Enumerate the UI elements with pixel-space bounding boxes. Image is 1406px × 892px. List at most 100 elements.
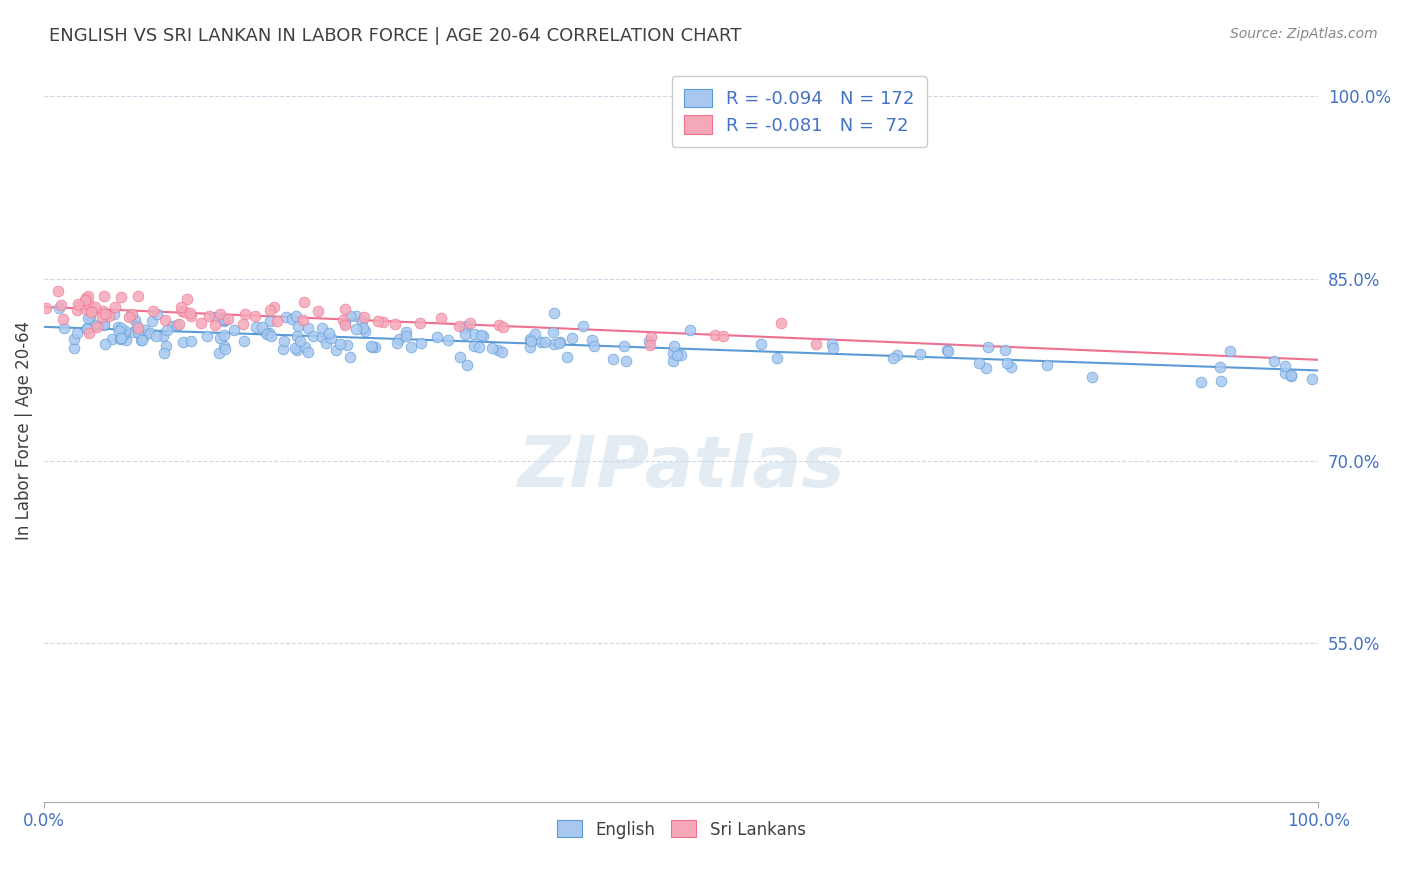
Point — [1279, 368, 1302, 383]
Point — [208, 307, 231, 321]
Point — [214, 343, 236, 357]
Point — [114, 324, 136, 338]
Point — [339, 350, 361, 364]
Point — [969, 356, 991, 370]
Point — [364, 340, 387, 354]
Point — [395, 329, 418, 343]
Point — [214, 328, 236, 343]
Point — [110, 321, 132, 335]
Point — [76, 322, 98, 336]
Point — [311, 321, 333, 335]
Point — [456, 358, 478, 372]
Point — [84, 318, 107, 332]
Point — [373, 315, 395, 329]
Point — [360, 339, 382, 353]
Point — [1036, 358, 1059, 372]
Point — [127, 321, 149, 335]
Point — [167, 318, 190, 332]
Point — [66, 302, 89, 317]
Point — [543, 306, 565, 320]
Point — [547, 335, 569, 350]
Point — [48, 301, 70, 315]
Point — [821, 337, 844, 351]
Point — [488, 318, 510, 333]
Point — [458, 316, 481, 330]
Point — [180, 309, 202, 323]
Point — [127, 325, 149, 339]
Point — [245, 320, 267, 334]
Point — [254, 326, 277, 340]
Point — [492, 320, 515, 334]
Point — [172, 304, 194, 318]
Point — [463, 326, 485, 341]
Point — [179, 306, 201, 320]
Point — [69, 299, 91, 313]
Point — [110, 290, 132, 304]
Point — [233, 307, 256, 321]
Point — [108, 324, 131, 338]
Point — [399, 340, 422, 354]
Point — [411, 336, 433, 351]
Point — [543, 337, 565, 351]
Point — [172, 335, 194, 350]
Point — [93, 304, 115, 318]
Point — [285, 309, 308, 323]
Point — [711, 329, 734, 343]
Point — [339, 310, 361, 324]
Point — [76, 320, 98, 334]
Point — [449, 351, 471, 365]
Point — [129, 334, 152, 348]
Point — [77, 289, 100, 303]
Point — [662, 339, 685, 353]
Point — [395, 326, 418, 340]
Point — [336, 338, 359, 352]
Point — [146, 307, 169, 321]
Point — [82, 304, 104, 318]
Point — [288, 334, 311, 348]
Point — [294, 340, 316, 354]
Point — [1189, 375, 1212, 389]
Point — [131, 333, 153, 347]
Point — [166, 318, 188, 332]
Point — [125, 319, 148, 334]
Point — [212, 312, 235, 326]
Point — [132, 330, 155, 344]
Point — [333, 302, 356, 317]
Point — [886, 348, 908, 362]
Point — [669, 348, 692, 362]
Point — [1209, 359, 1232, 374]
Point — [292, 295, 315, 310]
Point — [311, 330, 333, 344]
Point — [534, 335, 557, 350]
Point — [259, 302, 281, 317]
Point — [307, 304, 329, 318]
Point — [467, 340, 489, 354]
Point — [602, 351, 624, 366]
Text: ENGLISH VS SRI LANKAN IN LABOR FORCE | AGE 20-64 CORRELATION CHART: ENGLISH VS SRI LANKAN IN LABOR FORCE | A… — [49, 27, 741, 45]
Point — [541, 325, 564, 339]
Point — [127, 289, 149, 303]
Point — [138, 326, 160, 340]
Point — [160, 318, 183, 333]
Point — [384, 317, 406, 331]
Point — [124, 313, 146, 327]
Point — [65, 326, 87, 341]
Point — [661, 346, 683, 360]
Point — [561, 331, 583, 345]
Point — [613, 339, 636, 353]
Point — [273, 334, 295, 348]
Point — [121, 307, 143, 321]
Point — [315, 335, 337, 350]
Point — [447, 319, 470, 334]
Point — [224, 323, 246, 337]
Point — [190, 316, 212, 330]
Point — [486, 343, 509, 357]
Point — [214, 338, 236, 352]
Point — [285, 343, 308, 357]
Point — [703, 328, 725, 343]
Point — [583, 339, 606, 353]
Point — [75, 291, 97, 305]
Point — [332, 313, 354, 327]
Point — [94, 307, 117, 321]
Point — [91, 310, 114, 324]
